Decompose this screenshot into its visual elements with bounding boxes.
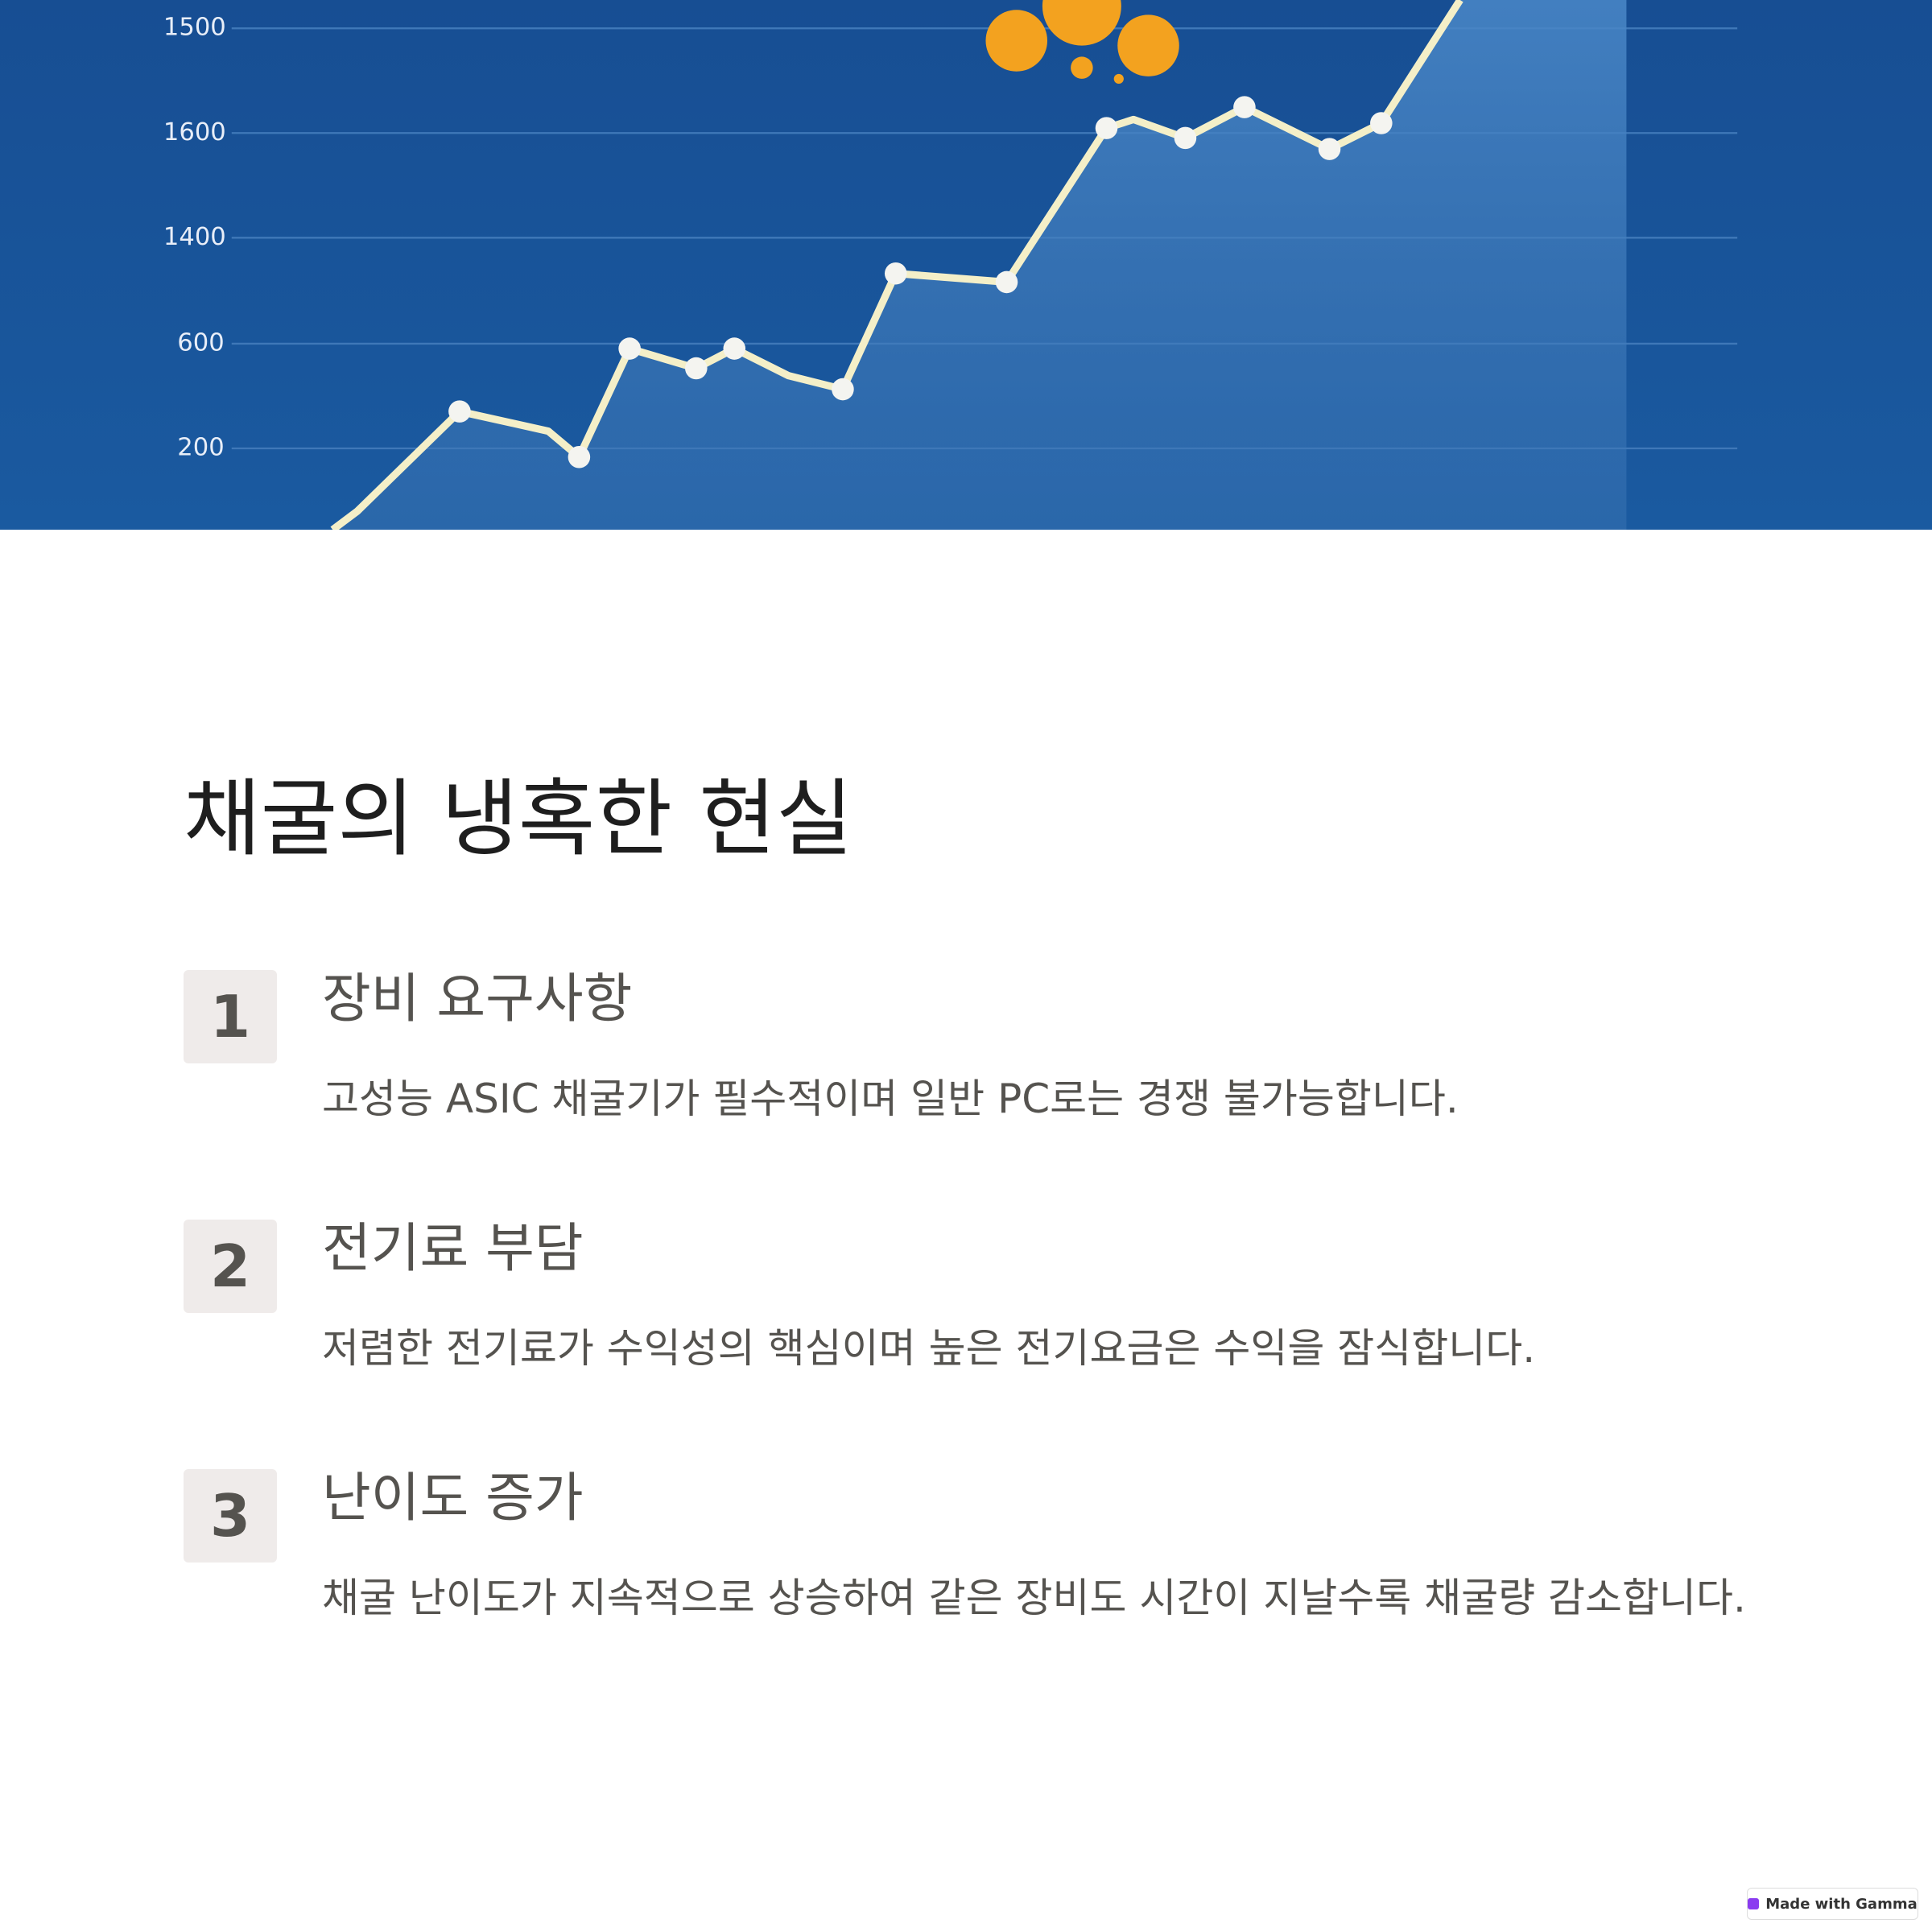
title: 채굴의 냉혹한 현실	[184, 770, 853, 868]
hero-image: 1500 1600 1400 600 200	[0, 0, 1932, 530]
item-heading: 난이도 증가	[322, 1467, 584, 1529]
item-heading: 전기료 부담	[322, 1217, 584, 1279]
item-text: 채굴 난이도가 지속적으로 상승하여 같은 장비도 시간이 지날수록 채굴량 감…	[322, 1575, 1746, 1621]
item-text: 저렴한 전기료가 수익성의 핵심이며 높은 전기요금은 수익을 잠식합니다.	[322, 1325, 1536, 1372]
axis-label: 1500	[163, 14, 226, 42]
badge-text: Made with Gamma	[1765, 1895, 1918, 1913]
badge[interactable]: Made with Gamma	[1747, 1888, 1918, 1920]
axis-label: 200	[177, 434, 224, 462]
item-number: 1	[184, 970, 277, 1063]
item-number: 3	[184, 1469, 277, 1563]
axis-label: 600	[177, 328, 224, 357]
points	[448, 96, 1393, 469]
item-heading: 장비 요구사항	[322, 968, 633, 1030]
axis-label: 1600	[163, 118, 226, 147]
item-text: 고성능 ASIC 채굴기가 필수적이며 일반 PC로는 경쟁 불가능합니다.	[322, 1075, 1459, 1122]
axis-label: 1400	[163, 223, 226, 251]
item-number: 2	[184, 1220, 277, 1313]
area	[332, 0, 1627, 530]
badge-icon	[1748, 1898, 1760, 1909]
coins	[985, 0, 1179, 85]
